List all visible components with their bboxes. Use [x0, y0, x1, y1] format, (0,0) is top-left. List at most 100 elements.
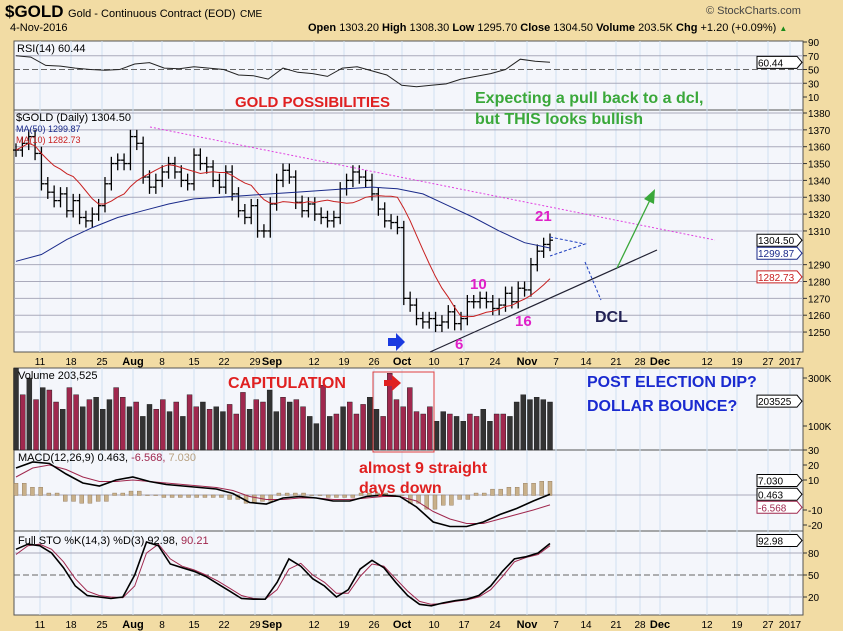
macd-histogram-bar: [169, 494, 175, 498]
volume-bar: [13, 368, 19, 451]
high-label: High: [382, 22, 407, 34]
volume-bar: [487, 421, 493, 451]
volume-bar: [180, 416, 186, 451]
macd-hist-last-tag-text: 7.030: [758, 476, 783, 487]
volume-bar: [213, 406, 219, 451]
macd-histogram-bar: [301, 492, 306, 496]
macd-hist-last-tag: [756, 473, 803, 487]
volume-bar: [347, 401, 353, 451]
green-arrow-line: [616, 199, 651, 269]
volume-bar: [200, 401, 206, 451]
volume-bar: [106, 399, 113, 451]
macd-histogram-bar: [350, 494, 356, 498]
sto-label-d: 90.21: [181, 535, 209, 547]
macd-histogram-bar: [482, 492, 487, 496]
price-axis-tick-label: 1340: [808, 176, 831, 187]
x-axis-top-tick: 17: [458, 357, 470, 368]
volume-bar: [440, 411, 446, 451]
volume-bar: [40, 387, 46, 451]
rsi-axis-tick-label: 70: [808, 52, 820, 63]
x-axis-top-tick: 19: [731, 357, 743, 368]
volume-bar: [153, 409, 159, 451]
x-axis-bottom-tick: 8: [159, 620, 165, 631]
x-axis-bottom-tick: Oct: [393, 619, 412, 631]
macd-histogram-bar: [153, 494, 158, 496]
x-axis-top-tick: 2017: [779, 357, 802, 368]
ma10-last-tag: [756, 270, 803, 284]
macd-histogram-bar: [473, 492, 479, 496]
macd-histogram-bar: [137, 490, 142, 496]
high-value: 1308.30: [409, 22, 450, 34]
macd-histogram-bar: [531, 483, 536, 496]
x-axis-bottom-tick: Sep: [262, 619, 282, 631]
open-label: Open: [308, 22, 337, 34]
volume-value: 203.5K: [638, 22, 673, 34]
volume-bar: [126, 406, 133, 451]
x-axis-top-tick: Oct: [393, 356, 412, 368]
macd-histogram-bar: [441, 494, 446, 506]
x-axis-top-tick: Nov: [517, 356, 539, 368]
stockcharts-brand[interactable]: © StockCharts.com: [706, 5, 801, 17]
macd-axis-tick-label: -10: [808, 506, 823, 517]
macd-histogram-bar: [268, 494, 273, 502]
macd-histogram-bar: [276, 492, 282, 496]
volume-bar: [226, 404, 233, 451]
macd-axis-tick-label: 20: [808, 461, 820, 472]
macd-histogram-bar: [87, 494, 93, 504]
sto-k-line: [15, 541, 551, 607]
x-axis-bottom-tick: 12: [308, 620, 320, 631]
annotation-6: 6: [455, 336, 464, 353]
macd-histogram-bar: [22, 483, 27, 496]
volume-bar: [73, 394, 79, 451]
volume-bar: [46, 389, 53, 451]
macd-last-tag-text: 0.463: [758, 490, 783, 501]
x-axis-top-tick: 10: [428, 357, 440, 368]
macd-panel: [13, 449, 804, 532]
macd-line: [15, 461, 551, 528]
macd-histogram-bar: [120, 492, 126, 496]
volume-axis-tick-label: 300K: [808, 374, 832, 385]
x-axis-bottom-tick: Nov: [517, 619, 539, 631]
macd-histogram-bar: [399, 494, 405, 496]
x-axis-top-tick: 8: [159, 357, 165, 368]
macd-histogram-bar: [38, 487, 43, 496]
macd-histogram-bar: [457, 494, 462, 500]
price-axis-tick-label: 1260: [808, 311, 831, 322]
volume-bar: [333, 413, 340, 451]
volume-bar: [53, 401, 59, 451]
x-axis-bottom-tick: 15: [188, 620, 200, 631]
macd-histogram-bar: [490, 488, 495, 496]
macd-label-main: MACD(12,26,9) 0.463,: [18, 452, 132, 464]
macd-histogram-bar: [547, 481, 553, 496]
annotation-capitulation: CAPITULATION: [228, 375, 346, 392]
volume-bar: [240, 392, 246, 451]
volume-bar: [433, 421, 440, 451]
macd-last-tag: [756, 487, 803, 501]
macd-signal-last-tag-text: -6.568: [758, 503, 787, 514]
x-axis-bottom-tick: 19: [731, 620, 743, 631]
volume-bar: [260, 401, 266, 451]
volume-bar: [453, 416, 460, 451]
macd-histogram-bar: [358, 492, 364, 496]
volume-bar: [60, 409, 66, 451]
volume-bar: [427, 406, 433, 451]
close-label: Close: [520, 22, 551, 34]
volume-bar: [33, 399, 39, 451]
volume-bar: [527, 399, 533, 451]
macd-histogram-bar: [30, 487, 35, 496]
volume-bar: [293, 399, 300, 451]
blue-arrow-icon: [388, 333, 405, 351]
rsi-panel: [13, 40, 804, 111]
macd-histogram-bar: [284, 492, 290, 496]
symbol: $GOLD: [5, 2, 64, 21]
volume-bar: [286, 401, 293, 451]
macd-histogram-bar: [71, 494, 76, 502]
annotation-10: 10: [470, 276, 487, 293]
x-axis-bottom-tick: 28: [634, 620, 646, 631]
price-axis-tick-label: 1330: [808, 193, 831, 204]
dcl-dotted-line: [584, 261, 602, 301]
chg-label: Chg: [676, 22, 698, 34]
chart-date: 4-Nov-2016: [10, 22, 68, 34]
x-axis-top-tick: 27: [762, 357, 774, 368]
